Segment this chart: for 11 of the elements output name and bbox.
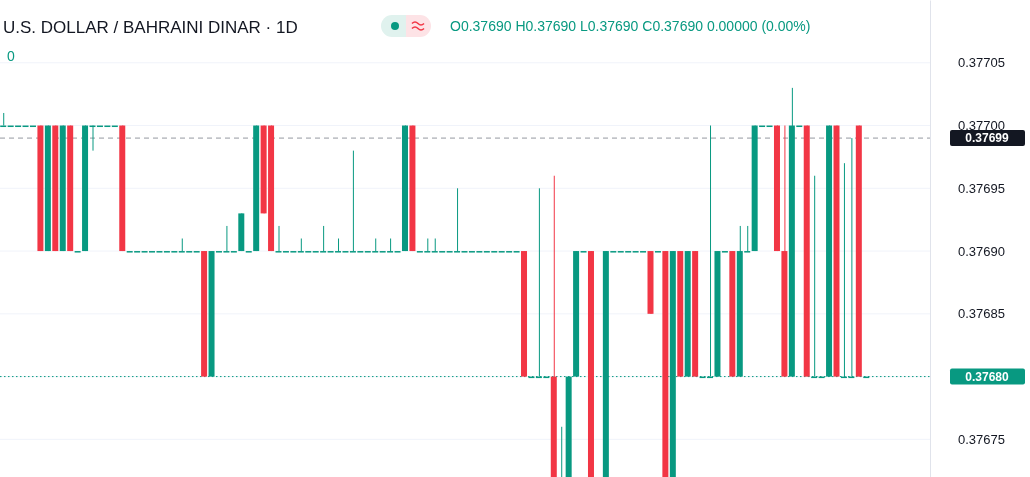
y-tick-label: 0.37675 bbox=[958, 432, 1005, 447]
ref-line-label: 0.37699 bbox=[965, 131, 1010, 146]
y-tick-label: 0.37685 bbox=[958, 306, 1005, 322]
ref-line-label: 0.37680 bbox=[965, 369, 1010, 384]
y-tick-label: 0.37700 bbox=[958, 118, 1005, 134]
text: U.S. DOLLAR / BAHRAINI DINAR · 1D bbox=[3, 18, 298, 37]
y-tick-label: 0.37705 bbox=[958, 55, 1005, 71]
y-tick-label: 0.37690 bbox=[958, 243, 1005, 259]
annotation: 0 bbox=[7, 48, 15, 64]
y-tick-label: 0.37695 bbox=[958, 180, 1005, 196]
text: O0.37690 H0.37690 L0.37690 C0.37690 0.00000 (0.00%) bbox=[450, 18, 811, 34]
